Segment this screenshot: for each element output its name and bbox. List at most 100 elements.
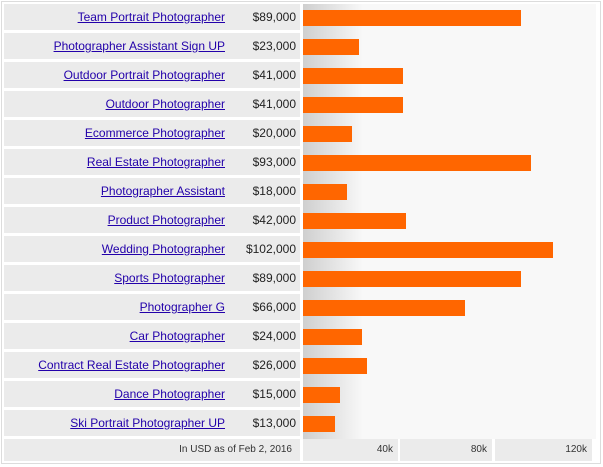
salary-bar	[303, 358, 367, 374]
job-title-link[interactable]: Wedding Photographer	[101, 242, 225, 256]
job-title-link[interactable]: Photographer G	[139, 300, 225, 314]
table-row: Sports Photographer $89,000	[4, 265, 596, 294]
salary-value: $41,000	[252, 68, 296, 82]
salary-value: $93,000	[252, 155, 296, 169]
bar-track	[303, 207, 596, 236]
table-row: Outdoor Photographer $41,000	[4, 91, 596, 120]
job-title-cell: Car Photographer	[4, 323, 233, 349]
bar-track	[303, 352, 596, 381]
bar-track	[303, 4, 596, 33]
table-row: Ecommerce Photographer $20,000	[4, 120, 596, 149]
job-title-link[interactable]: Dance Photographer	[114, 387, 225, 401]
salary-value: $15,000	[252, 387, 296, 401]
job-title-cell: Outdoor Photographer	[4, 91, 233, 117]
job-title-cell: Photographer Assistant	[4, 178, 233, 204]
salary-value-cell: $18,000	[233, 178, 300, 204]
table-row: Real Estate Photographer $93,000	[4, 149, 596, 178]
salary-value-cell: $93,000	[233, 149, 300, 175]
job-title-link[interactable]: Outdoor Photographer	[105, 97, 225, 111]
job-title-link[interactable]: Ski Portrait Photographer UP	[70, 416, 225, 430]
job-title-cell: Ecommerce Photographer	[4, 120, 233, 146]
table-row: Photographer G $66,000	[4, 294, 596, 323]
currency-note: In USD as of Feb 2, 2016	[4, 439, 300, 461]
salary-value-cell: $20,000	[233, 120, 300, 146]
salary-bar	[303, 329, 362, 345]
table-row: Team Portrait Photographer $89,000	[4, 4, 596, 33]
job-title-link[interactable]: Ecommerce Photographer	[84, 126, 225, 140]
job-title-cell: Product Photographer	[4, 207, 233, 233]
job-title-link[interactable]: Photographer Assistant	[100, 184, 225, 198]
job-title-cell: Ski Portrait Photographer UP	[4, 410, 233, 436]
salary-bar	[303, 213, 406, 229]
table-row: Outdoor Portrait Photographer $41,000	[4, 62, 596, 91]
salary-value: $26,000	[252, 358, 296, 372]
salary-value: $66,000	[252, 300, 296, 314]
salary-value: $89,000	[252, 271, 296, 285]
salary-value-cell: $41,000	[233, 91, 300, 117]
job-title-cell: Contract Real Estate Photographer	[4, 352, 233, 378]
salary-value-cell: $42,000	[233, 207, 300, 233]
salary-value: $41,000	[252, 97, 296, 111]
job-title-link[interactable]: Car Photographer	[129, 329, 225, 343]
salary-value: $24,000	[252, 329, 296, 343]
salary-value-cell: $23,000	[233, 33, 300, 59]
axis-tick-40k: 40k	[303, 439, 398, 461]
table-row: Photographer Assistant $18,000	[4, 178, 596, 207]
job-title-cell: Real Estate Photographer	[4, 149, 233, 175]
table-row: Product Photographer $42,000	[4, 207, 596, 236]
salary-value-cell: $66,000	[233, 294, 300, 320]
bar-track	[303, 178, 596, 207]
salary-bar	[303, 416, 335, 432]
table-row: Car Photographer $24,000	[4, 323, 596, 352]
job-title-link[interactable]: Contract Real Estate Photographer	[38, 358, 225, 372]
salary-bar	[303, 184, 347, 200]
job-title-link[interactable]: Outdoor Portrait Photographer	[63, 68, 225, 82]
job-title-cell: Team Portrait Photographer	[4, 4, 233, 30]
salary-bar	[303, 155, 531, 171]
salary-bar	[303, 39, 359, 55]
salary-value-cell: $102,000	[233, 236, 300, 262]
table-row: Ski Portrait Photographer UP $13,000	[4, 410, 596, 439]
job-title-cell: Photographer Assistant Sign UP	[4, 33, 233, 59]
job-title-link[interactable]: Real Estate Photographer	[86, 155, 225, 169]
bar-track	[303, 410, 596, 439]
bar-track	[303, 120, 596, 149]
salary-value-cell: $89,000	[233, 265, 300, 291]
salary-value: $13,000	[252, 416, 296, 430]
job-title-link[interactable]: Photographer Assistant Sign UP	[53, 39, 225, 53]
job-title-cell: Dance Photographer	[4, 381, 233, 407]
job-title-cell: Sports Photographer	[4, 265, 233, 291]
salary-value-cell: $13,000	[233, 410, 300, 436]
salary-value-cell: $89,000	[233, 4, 300, 30]
bar-track	[303, 149, 596, 178]
salary-value: $102,000	[245, 242, 296, 256]
salary-value: $42,000	[252, 213, 296, 227]
salary-bar	[303, 97, 403, 113]
table-row: Photographer Assistant Sign UP $23,000	[4, 33, 596, 62]
bar-track	[303, 62, 596, 91]
salary-bar	[303, 242, 553, 258]
salary-value-cell: $15,000	[233, 381, 300, 407]
table-row: Dance Photographer $15,000	[4, 381, 596, 410]
salary-bar	[303, 387, 340, 403]
salary-bar	[303, 10, 521, 26]
job-title-cell: Outdoor Portrait Photographer	[4, 62, 233, 88]
axis-tick-120k: 120k	[495, 439, 592, 461]
salary-bar	[303, 126, 352, 142]
job-title-cell: Photographer G	[4, 294, 233, 320]
job-title-cell: Wedding Photographer	[4, 236, 233, 262]
salary-value: $18,000	[252, 184, 296, 198]
bar-track	[303, 381, 596, 410]
job-title-link[interactable]: Sports Photographer	[114, 271, 225, 285]
salary-value-cell: $24,000	[233, 323, 300, 349]
axis-tick-80k: 80k	[400, 439, 492, 461]
bar-track	[303, 236, 596, 265]
bar-track	[303, 323, 596, 352]
table-row: Contract Real Estate Photographer $26,000	[4, 352, 596, 381]
bar-track	[303, 265, 596, 294]
job-title-link[interactable]: Product Photographer	[107, 213, 225, 227]
table-row: Wedding Photographer $102,000	[4, 236, 596, 265]
salary-bar	[303, 271, 521, 287]
salary-value: $20,000	[252, 126, 296, 140]
job-title-link[interactable]: Team Portrait Photographer	[77, 10, 225, 24]
